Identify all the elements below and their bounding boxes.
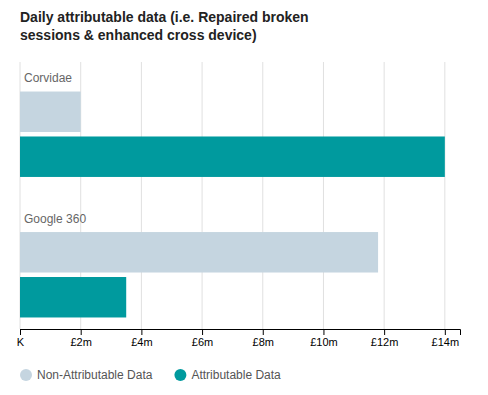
category-label: Corvidae: [24, 71, 72, 85]
grid-line: [262, 62, 263, 329]
title-line: Daily attributable data (i.e. Repaired b…: [20, 9, 309, 25]
category-label: Google 360: [24, 212, 86, 226]
bar: [20, 277, 126, 317]
x-tick-mark: [263, 329, 264, 335]
x-tick: £14m: [432, 329, 460, 348]
grid-line: [444, 62, 445, 329]
x-tick: K: [17, 329, 25, 348]
legend-swatch: [174, 369, 186, 381]
x-axis-line: [21, 330, 461, 336]
x-tick: £2m: [70, 329, 91, 348]
x-tick-label: £12m: [371, 336, 399, 348]
x-tick-mark: [141, 329, 142, 335]
bar: [20, 92, 81, 132]
x-tick-label: K: [17, 336, 25, 348]
grid-line: [202, 62, 203, 329]
x-tick-label: £4m: [131, 336, 152, 348]
x-tick-mark: [384, 329, 385, 335]
x-axis: K £2m £4m £6m £8m £10m £12m £14m: [17, 329, 461, 348]
x-tick-mark: [20, 329, 21, 335]
x-tick-mark: [81, 329, 82, 335]
x-tick-label: £2m: [70, 336, 91, 348]
bars: [20, 92, 445, 318]
bar: [20, 232, 378, 272]
grid-line: [323, 62, 324, 329]
plot: Corvidae Google 360 K £2m £4m £6m £8m £10m £12m £…: [17, 62, 461, 348]
legend-label: Non-Attributable Data: [37, 368, 153, 382]
x-tick-label: £8m: [253, 336, 274, 348]
title: Daily attributable data (i.e. Repaired b…: [20, 9, 309, 43]
x-tick: £6m: [192, 329, 213, 348]
legend-label: Attributable Data: [191, 368, 281, 382]
category-labels: Corvidae Google 360: [24, 71, 86, 226]
bar: [20, 136, 445, 176]
grid-line: [141, 62, 142, 329]
grid-line: [384, 62, 385, 329]
grid: [20, 62, 445, 329]
legend-item: Attributable Data: [174, 368, 281, 382]
x-tick-mark: [202, 329, 203, 335]
x-tick: £12m: [371, 329, 399, 348]
x-tick-mark: [323, 329, 324, 335]
x-tick: £4m: [131, 329, 152, 348]
x-tick-mark: [445, 329, 446, 335]
x-tick-label: £10m: [310, 336, 338, 348]
x-tick-label: £6m: [192, 336, 213, 348]
legend-swatch: [20, 369, 32, 381]
x-tick-label: £14m: [432, 336, 460, 348]
legend: Non-Attributable Data Attributable Data: [20, 368, 281, 382]
chart: Daily attributable data (i.e. Repaired b…: [0, 0, 488, 395]
x-tick: £10m: [310, 329, 338, 348]
legend-item: Non-Attributable Data: [20, 368, 153, 382]
title-line: sessions & enhanced cross device): [20, 27, 257, 43]
x-tick: £8m: [253, 329, 274, 348]
